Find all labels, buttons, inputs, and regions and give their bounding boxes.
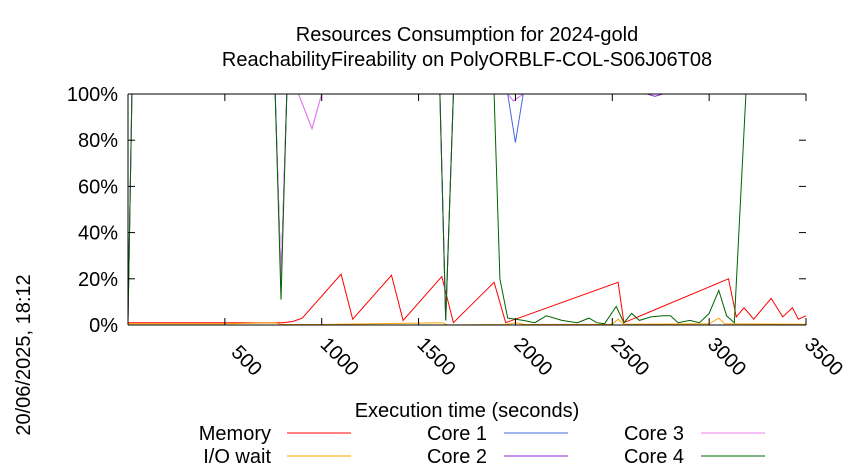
x-tick-label: 500 [227,341,266,380]
x-tick-label: 2000 [509,334,556,381]
x-axis-label: Execution time (seconds) [355,400,580,422]
y-tick-label: 100% [67,84,118,106]
y-tick-label: 60% [78,176,118,198]
legend-item: Core 3 [624,423,765,445]
legend-label: Core 2 [427,446,487,468]
legend-item: Core 4 [624,446,765,468]
legend-label: Core 4 [624,446,684,468]
plot-lines [127,93,807,326]
legend-item: Memory [199,423,351,445]
legend-label: I/O wait [203,446,271,468]
y-tick-label: 0% [89,315,118,337]
legend-item: I/O wait [203,446,351,468]
chart-title: Resources Consumption for 2024-gold [296,24,638,46]
series-line-core-3 [127,93,806,321]
series-line-core-2 [127,93,806,321]
legend-item: Core 2 [427,446,568,468]
legend-label: Memory [199,423,271,445]
y-tick-label: 20% [78,269,118,291]
y-tick-label: 80% [78,130,118,152]
axes: 0% 20% 40% 60% 80% 100% 500 1000 1500 2000 2500 300… [67,84,847,381]
x-tick-label: 1000 [316,334,363,381]
x-tick-label: 2500 [606,334,653,381]
legend-label: Core 1 [427,423,487,445]
series-line-i-o-wait [128,317,807,326]
legend-label: Core 3 [624,423,684,445]
timestamp-label: 20/06/2025, 18:12 [13,274,35,435]
series-line-core-4 [127,93,806,325]
chart-subtitle: ReachabilityFireability on PolyORBLF-COL… [222,49,712,71]
series-line-memory [128,273,807,324]
x-tick-label: 3000 [703,334,750,381]
x-tick-label: 3500 [800,334,847,381]
legend-item: Core 1 [427,423,568,445]
series-line-core-1 [127,93,806,321]
y-tick-label: 40% [78,223,118,245]
x-tick-label: 1500 [413,334,460,381]
